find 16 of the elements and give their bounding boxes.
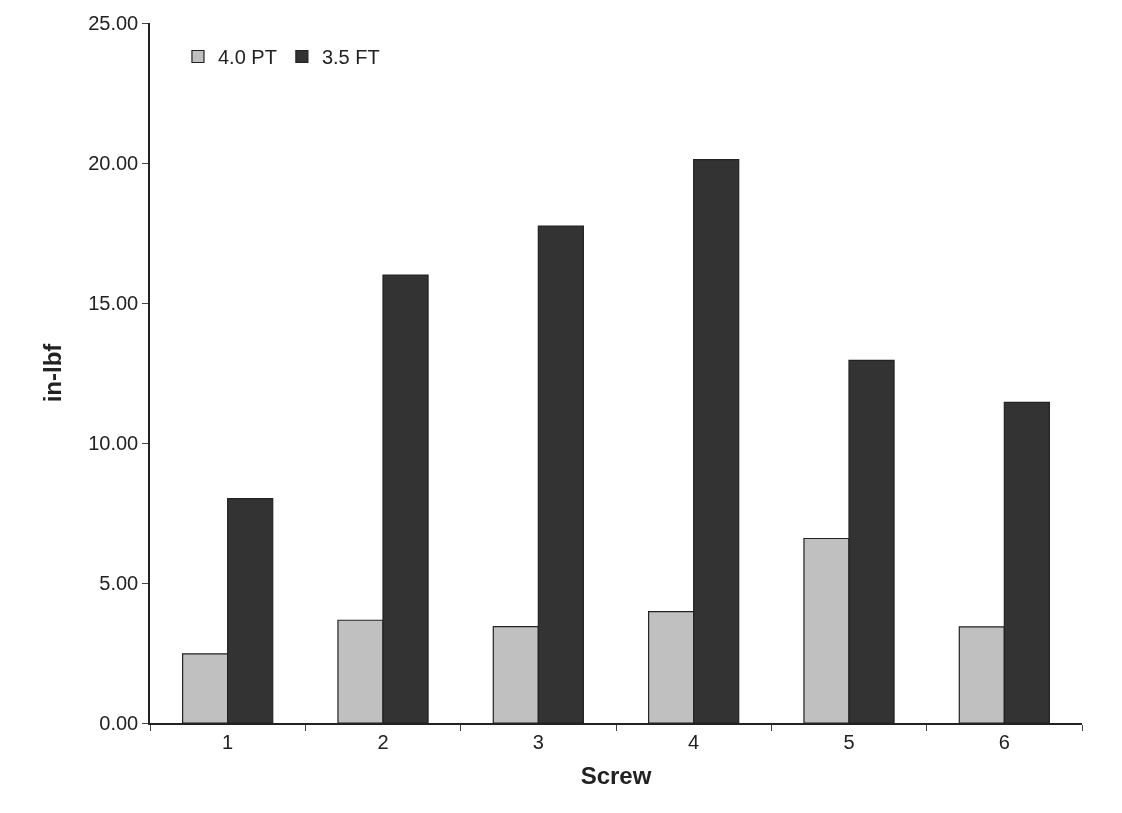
- y-tick-label: 20.00: [88, 152, 139, 174]
- x-tick-label: 2: [377, 730, 389, 753]
- y-tick-label: 5.00: [99, 572, 139, 594]
- y-tick-label: 10.00: [88, 432, 139, 454]
- y-tick-label: 0.00: [99, 712, 139, 734]
- legend-label: 3.5 FT: [321, 46, 380, 69]
- x-axis-title: Screw: [580, 761, 652, 789]
- y-tick-label: 15.00: [88, 292, 139, 314]
- x-tick-label: 1: [222, 730, 234, 753]
- y-axis-title: in-lbf: [38, 342, 66, 403]
- x-tick-label: 5: [843, 730, 855, 753]
- y-tick-label: 25.00: [88, 12, 139, 34]
- x-tick-label: 6: [998, 730, 1010, 753]
- x-tick-label: 3: [532, 730, 544, 753]
- x-tick-label: 4: [688, 730, 700, 753]
- legend-label: 4.0 PT: [217, 46, 277, 69]
